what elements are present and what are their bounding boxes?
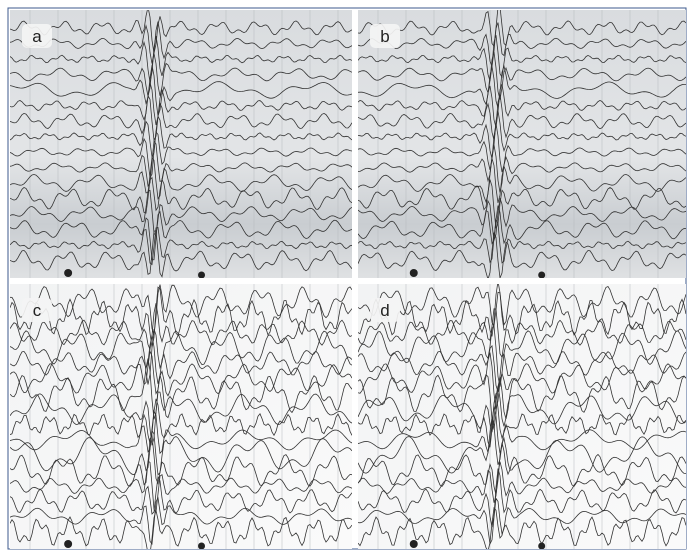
- panel-content: [10, 284, 352, 551]
- panel-label: a: [32, 27, 42, 46]
- panel-content: [358, 7, 686, 280]
- marker-dot: [198, 272, 205, 279]
- eeg-panel: d: [358, 281, 686, 551]
- panel-content: [10, 7, 352, 278]
- figure: a b c d: [0, 0, 688, 551]
- panel-label: c: [33, 301, 42, 320]
- panel-label: b: [380, 27, 389, 46]
- marker-dot: [538, 272, 545, 279]
- marker-dot: [410, 269, 418, 277]
- marker-dot: [64, 540, 72, 548]
- paper: [358, 10, 686, 278]
- panel-label: d: [380, 301, 389, 320]
- marker-dot: [538, 543, 545, 550]
- marker-dot: [64, 269, 72, 277]
- paper: [10, 10, 352, 278]
- eeg-panel: c: [10, 284, 352, 551]
- panel-content: [358, 281, 686, 551]
- eeg-panel: b: [358, 7, 686, 280]
- marker-dot: [198, 543, 205, 550]
- eeg-panel: a: [10, 7, 352, 278]
- marker-dot: [410, 540, 418, 548]
